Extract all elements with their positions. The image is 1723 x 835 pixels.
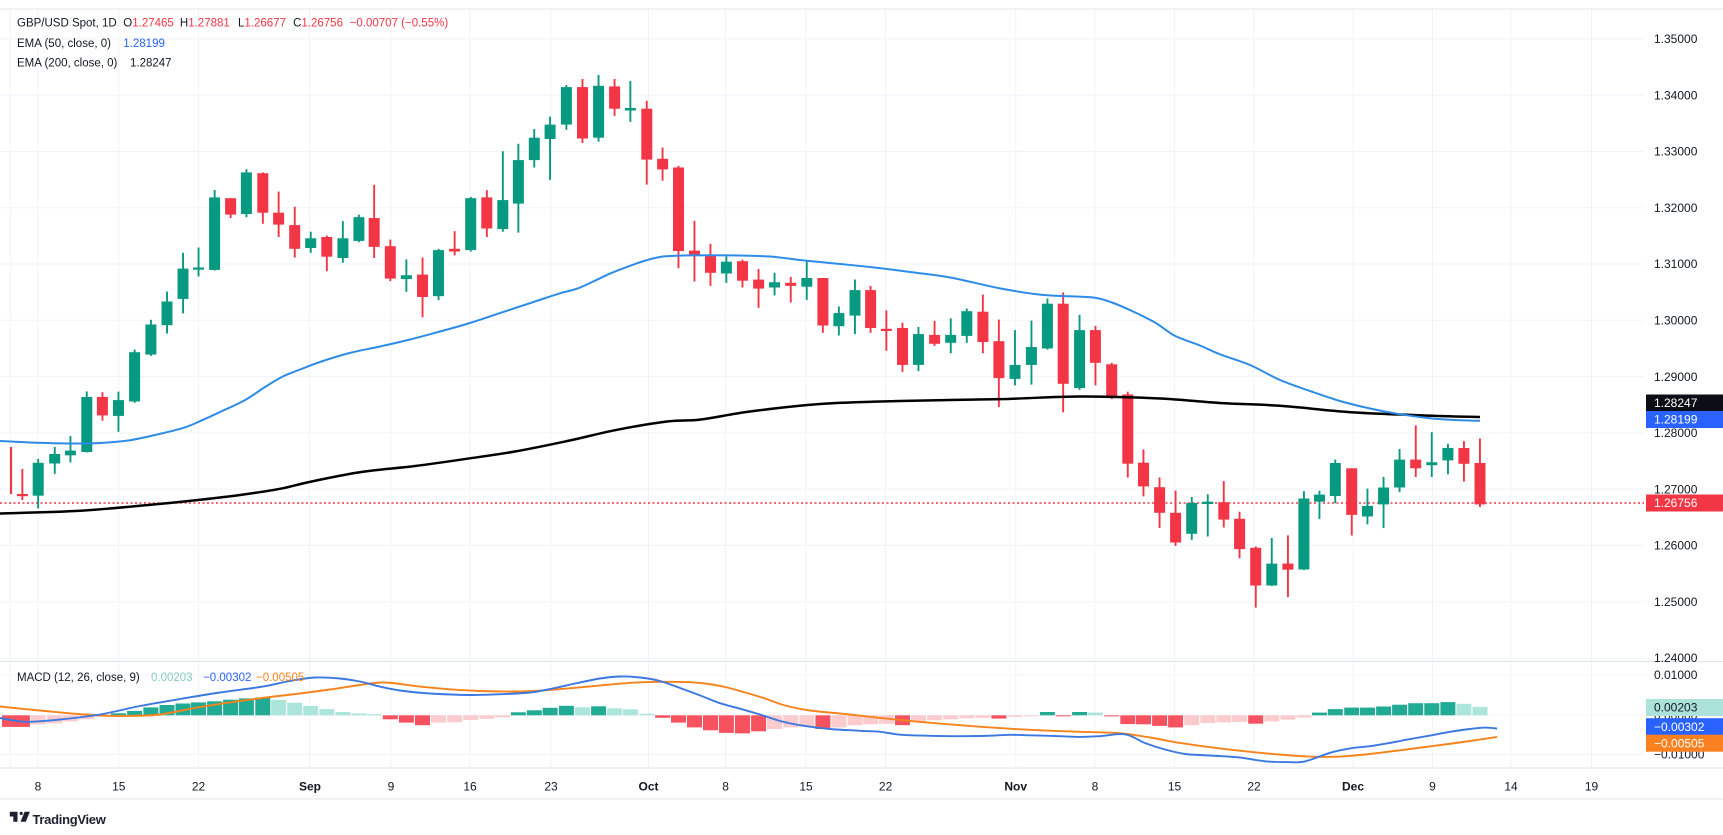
svg-text:O1.27465: O1.27465 xyxy=(123,18,174,30)
svg-text:22: 22 xyxy=(1247,780,1261,794)
svg-text:−0.00302: −0.00302 xyxy=(1654,720,1705,734)
svg-text:GBP/USD Spot, 1D: GBP/USD Spot, 1D xyxy=(17,18,117,30)
svg-text:19: 19 xyxy=(1585,780,1599,794)
svg-text:8: 8 xyxy=(35,780,42,794)
svg-text:22: 22 xyxy=(192,780,206,794)
svg-text:Nov: Nov xyxy=(1004,780,1027,794)
svg-text:16: 16 xyxy=(463,780,477,794)
svg-text:9: 9 xyxy=(1429,780,1436,794)
svg-text:1.26000: 1.26000 xyxy=(1654,539,1698,553)
svg-text:1.33000: 1.33000 xyxy=(1654,145,1698,159)
svg-text:1.28199: 1.28199 xyxy=(123,38,165,50)
svg-text:1.35000: 1.35000 xyxy=(1654,32,1698,46)
svg-text:8: 8 xyxy=(1092,780,1099,794)
svg-text:−0.00505: −0.00505 xyxy=(256,672,304,684)
svg-text:15: 15 xyxy=(799,780,813,794)
svg-text:22: 22 xyxy=(879,780,893,794)
svg-text:0.01000: 0.01000 xyxy=(1654,668,1698,682)
svg-text:14: 14 xyxy=(1504,780,1518,794)
svg-text:15: 15 xyxy=(112,780,126,794)
svg-text:TradingView: TradingView xyxy=(33,812,107,827)
svg-text:1.28247: 1.28247 xyxy=(1654,396,1698,410)
svg-text:0.00203: 0.00203 xyxy=(151,672,193,684)
svg-text:Oct: Oct xyxy=(638,780,658,794)
svg-text:−0.00302: −0.00302 xyxy=(203,672,251,684)
svg-text:1.28199: 1.28199 xyxy=(1654,413,1698,427)
svg-text:−0.00707 (−0.55%): −0.00707 (−0.55%) xyxy=(350,18,449,30)
svg-text:1.28000: 1.28000 xyxy=(1654,426,1698,440)
svg-text:L1.26677: L1.26677 xyxy=(238,18,286,30)
svg-text:1.32000: 1.32000 xyxy=(1654,201,1698,215)
svg-text:0.00203: 0.00203 xyxy=(1654,701,1698,715)
svg-text:1.28247: 1.28247 xyxy=(130,58,172,70)
svg-text:H1.27881: H1.27881 xyxy=(180,18,230,30)
svg-text:−0.00505: −0.00505 xyxy=(1654,736,1705,750)
svg-text:C1.26756: C1.26756 xyxy=(293,18,343,30)
svg-text:EMA (200, close, 0): EMA (200, close, 0) xyxy=(17,58,118,70)
svg-text:EMA (50, close, 0): EMA (50, close, 0) xyxy=(17,38,111,50)
svg-text:MACD (12, 26, close, 9): MACD (12, 26, close, 9) xyxy=(17,672,140,684)
svg-text:9: 9 xyxy=(388,780,395,794)
svg-text:1.29000: 1.29000 xyxy=(1654,370,1698,384)
svg-text:1.30000: 1.30000 xyxy=(1654,314,1698,328)
svg-text:1.31000: 1.31000 xyxy=(1654,257,1698,271)
svg-text:23: 23 xyxy=(544,780,558,794)
svg-text:1.27000: 1.27000 xyxy=(1654,482,1698,496)
svg-text:15: 15 xyxy=(1168,780,1182,794)
svg-text:1.24000: 1.24000 xyxy=(1654,651,1698,665)
svg-text:8: 8 xyxy=(722,780,729,794)
svg-text:1.25000: 1.25000 xyxy=(1654,595,1698,609)
svg-text:1.34000: 1.34000 xyxy=(1654,88,1698,102)
svg-text:Sep: Sep xyxy=(299,780,321,794)
svg-text:Dec: Dec xyxy=(1342,780,1364,794)
svg-text:1.26756: 1.26756 xyxy=(1654,496,1698,510)
